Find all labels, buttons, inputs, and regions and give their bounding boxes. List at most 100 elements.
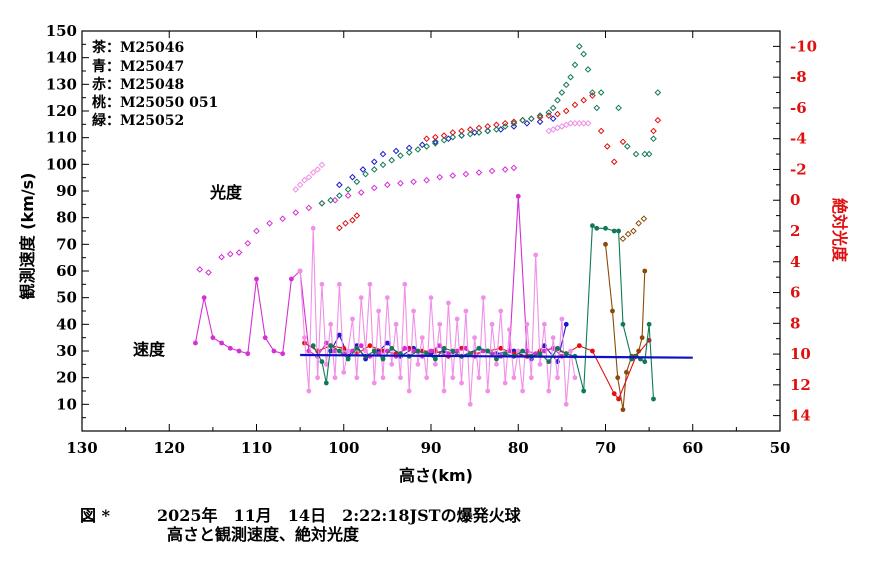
velocity-point bbox=[616, 396, 621, 402]
velocity-point bbox=[603, 225, 608, 231]
magnitude-point bbox=[292, 186, 300, 193]
velocity-point bbox=[467, 351, 473, 357]
velocity-point bbox=[367, 343, 373, 349]
x-tick-label: 120 bbox=[154, 439, 185, 457]
velocity-point bbox=[642, 359, 648, 365]
velocity-point bbox=[454, 348, 460, 354]
y2-tick-label: -8 bbox=[790, 68, 807, 86]
magnitude-point bbox=[619, 138, 627, 146]
x-tick-label: 70 bbox=[595, 439, 616, 457]
velocity-point bbox=[323, 361, 329, 367]
magnitude-point bbox=[510, 164, 518, 172]
velocity-point bbox=[345, 348, 351, 354]
figure-label: 図 * bbox=[80, 506, 111, 525]
legend-item-brown: 茶：M25046 bbox=[91, 39, 184, 56]
magnitude-point bbox=[305, 173, 313, 181]
velocity-point bbox=[345, 356, 351, 362]
magnitude-point bbox=[370, 158, 378, 166]
velocity-line bbox=[312, 224, 655, 400]
velocity-point bbox=[515, 348, 521, 354]
magnitude-point bbox=[597, 89, 605, 96]
magnitude-point bbox=[554, 96, 561, 104]
velocity-point bbox=[450, 375, 456, 381]
velocity-point bbox=[245, 351, 251, 357]
velocity-point bbox=[611, 391, 617, 397]
velocity-point bbox=[546, 359, 552, 365]
velocity-point bbox=[376, 308, 382, 314]
velocity-point bbox=[515, 193, 521, 199]
velocity-point bbox=[563, 321, 569, 327]
magnitude-point bbox=[218, 253, 225, 261]
velocity-point bbox=[328, 321, 334, 327]
magnitude-point bbox=[510, 118, 518, 126]
magnitude-point bbox=[432, 140, 439, 147]
velocity-point bbox=[610, 308, 615, 314]
velocity-point bbox=[289, 276, 294, 282]
magnitude-point bbox=[597, 127, 605, 135]
magnitude-point bbox=[423, 143, 430, 150]
magnitude-point bbox=[423, 176, 430, 184]
magnitude-point bbox=[253, 227, 260, 235]
x-axis-label: 高さ(km) bbox=[399, 466, 473, 485]
magnitude-point bbox=[432, 138, 439, 146]
magnitude-point bbox=[523, 120, 531, 127]
velocity-point bbox=[432, 361, 438, 367]
magnitude-point bbox=[558, 89, 566, 96]
velocity-point bbox=[511, 375, 517, 381]
magnitude-point bbox=[562, 81, 570, 89]
velocity-point bbox=[384, 295, 390, 301]
velocity-point bbox=[590, 223, 595, 229]
y-tick-label: 40 bbox=[56, 315, 77, 333]
magnitude-point bbox=[449, 133, 457, 141]
magnitude-point bbox=[510, 123, 518, 130]
velocity-point bbox=[393, 321, 399, 327]
velocity-point bbox=[489, 351, 495, 357]
velocity-point bbox=[620, 321, 626, 327]
y2-tick-label: 6 bbox=[790, 284, 800, 302]
velocity-point bbox=[476, 375, 482, 381]
magnitude-point bbox=[353, 212, 361, 219]
y2-tick-label: -10 bbox=[790, 37, 817, 55]
magnitude-point bbox=[571, 120, 579, 127]
magnitude-point bbox=[205, 269, 212, 276]
magnitude-point bbox=[475, 169, 483, 176]
velocity-point bbox=[428, 348, 434, 354]
velocity-point bbox=[354, 375, 360, 381]
velocity-point bbox=[210, 335, 216, 341]
velocity-point bbox=[411, 308, 416, 314]
y-tick-label: 140 bbox=[46, 49, 77, 67]
x-tick-label: 60 bbox=[682, 439, 703, 457]
y-tick-label: 120 bbox=[46, 102, 77, 120]
magnitude-point bbox=[349, 173, 356, 181]
magnitude-point bbox=[475, 129, 483, 136]
velocity-point bbox=[485, 348, 491, 354]
velocity-point bbox=[384, 340, 390, 346]
magnitude-point bbox=[405, 149, 413, 156]
magnitude-point bbox=[580, 50, 587, 58]
velocity-point bbox=[620, 407, 626, 413]
velocity-point bbox=[389, 345, 395, 351]
magnitude-point bbox=[458, 132, 465, 139]
velocity-point bbox=[463, 308, 469, 314]
velocity-point bbox=[402, 345, 408, 351]
magnitude-point bbox=[571, 61, 579, 69]
magnitude-point bbox=[359, 166, 367, 173]
y2-axis-label: 絶対光度 bbox=[830, 198, 849, 263]
y-tick-label: 70 bbox=[56, 235, 77, 253]
magnitude-point bbox=[635, 220, 642, 227]
plot-frame bbox=[81, 30, 781, 432]
velocity-point bbox=[459, 380, 464, 386]
magnitude-point bbox=[432, 133, 439, 141]
x-tick-label: 80 bbox=[508, 439, 529, 457]
y-tick-label: 60 bbox=[56, 262, 77, 280]
plot-area bbox=[193, 43, 693, 413]
velocity-point bbox=[494, 356, 499, 362]
magnitude-point bbox=[336, 181, 343, 189]
magnitude-point bbox=[501, 123, 509, 130]
velocity-point bbox=[559, 316, 565, 322]
magnitude-point bbox=[610, 158, 618, 166]
velocity-point bbox=[302, 335, 307, 341]
velocity-point bbox=[581, 388, 587, 394]
velocity-point bbox=[494, 361, 499, 367]
